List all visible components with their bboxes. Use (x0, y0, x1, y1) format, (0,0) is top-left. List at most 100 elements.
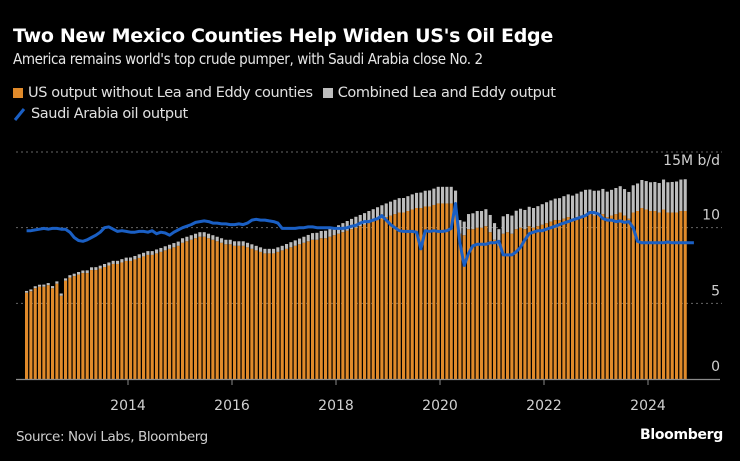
bar-lea-eddy (670, 181, 674, 213)
bar-lea-eddy (306, 234, 310, 242)
saudi-line-group (26, 202, 694, 267)
bar-us-ex (129, 260, 133, 379)
bar-us-ex (601, 214, 605, 379)
bar-us-ex (527, 226, 531, 379)
bar-us-ex (345, 230, 349, 379)
bar-us-ex (350, 229, 354, 379)
bar-us-ex (397, 212, 401, 379)
bar-us-ex (545, 223, 549, 379)
bar-lea-eddy (493, 223, 497, 240)
bar-lea-eddy (566, 194, 570, 218)
bar-lea-eddy (415, 192, 419, 208)
bar-lea-eddy (111, 260, 115, 264)
bar-lea-eddy (532, 207, 536, 228)
bar-us-ex (272, 253, 276, 379)
bar-lea-eddy (462, 221, 466, 236)
bar-lea-eddy (376, 207, 380, 221)
bar-lea-eddy (631, 185, 635, 213)
bar-us-ex (510, 233, 514, 379)
bar-us-ex (207, 238, 211, 379)
bar-us-ex (163, 250, 167, 379)
bar-us-ex (64, 280, 68, 379)
bar-lea-eddy (454, 190, 458, 207)
bar-us-ex (337, 233, 341, 379)
bar-us-ex (103, 267, 107, 379)
bar-lea-eddy (358, 214, 362, 227)
bar-lea-eddy (103, 263, 107, 268)
bar-us-ex (579, 215, 583, 379)
bar-lea-eddy (436, 186, 440, 204)
bar-lea-eddy (302, 236, 306, 243)
bar-us-ex (298, 244, 302, 379)
x-tick-label: 2014 (110, 398, 146, 414)
bar-us-ex (341, 232, 345, 379)
bar-us-ex (120, 262, 124, 379)
bar-lea-eddy (176, 241, 180, 246)
bar-lea-eddy (124, 257, 128, 261)
bar-lea-eddy (683, 179, 687, 212)
bar-us-ex (33, 288, 37, 379)
bar-lea-eddy (657, 183, 661, 213)
bar-lea-eddy (367, 211, 371, 224)
bar-lea-eddy (636, 183, 640, 212)
bar-lea-eddy (618, 186, 622, 213)
bar-lea-eddy (584, 189, 588, 215)
bar-us-ex (605, 217, 609, 379)
bar-lea-eddy (644, 181, 648, 210)
x-tick-label: 2018 (318, 398, 354, 414)
bar-us-ex (237, 245, 241, 379)
bar-lea-eddy (571, 195, 575, 219)
bar-us-ex (610, 215, 614, 379)
legend-item-us-ex: US output without Lea and Eddy counties (13, 85, 313, 101)
bar-lea-eddy (211, 235, 215, 240)
bar-lea-eddy (163, 246, 167, 251)
bar-lea-eddy (172, 243, 176, 248)
bar-lea-eddy (527, 206, 531, 227)
bar-lea-eddy (120, 259, 124, 263)
bar-us-ex (185, 241, 189, 379)
bar-lea-eddy (640, 179, 644, 208)
bar-us-ex (562, 218, 566, 379)
bar-us-ex (367, 223, 371, 379)
bar-lea-eddy (675, 181, 679, 213)
bar-lea-eddy (605, 191, 609, 218)
bar-lea-eddy (328, 228, 332, 237)
bar-lea-eddy (29, 289, 33, 292)
bar-us-ex (124, 260, 128, 379)
bar-lea-eddy (146, 251, 150, 255)
bar-us-ex (618, 212, 622, 379)
bar-lea-eddy (202, 232, 206, 237)
bar-us-ex (176, 245, 180, 379)
bar-us-ex (653, 211, 657, 379)
bar-us-ex (81, 273, 85, 379)
bar-lea-eddy (553, 198, 557, 221)
bar-lea-eddy (68, 275, 72, 278)
bar-lea-eddy (510, 215, 514, 234)
bar-us-ex (458, 233, 462, 379)
bar-us-ex (597, 215, 601, 379)
bar-us-ex (198, 236, 202, 379)
bar-us-ex (189, 239, 193, 379)
bar-lea-eddy (293, 240, 297, 246)
bar-us-ex (376, 220, 380, 379)
bar-us-ex (670, 212, 674, 379)
bar-us-ex (267, 253, 271, 379)
bar-lea-eddy (94, 267, 98, 271)
bar-lea-eddy (168, 244, 172, 249)
bar-us-ex (631, 212, 635, 379)
bar-lea-eddy (289, 242, 293, 248)
bar-us-ex (649, 211, 653, 379)
bar-us-ex (584, 214, 588, 379)
bar-us-ex (137, 257, 141, 379)
bar-lea-eddy (406, 196, 410, 212)
bar-lea-eddy (181, 238, 185, 243)
bar-lea-eddy (137, 254, 141, 258)
bar-us-ex (497, 245, 501, 379)
bar-lea-eddy (315, 232, 319, 240)
bar-us-ex (250, 248, 254, 379)
bar-us-ex (224, 244, 228, 379)
bar-us-ex (592, 215, 596, 379)
bar-us-ex (107, 265, 111, 379)
bar-lea-eddy (194, 233, 198, 239)
bar-lea-eddy (59, 293, 63, 296)
